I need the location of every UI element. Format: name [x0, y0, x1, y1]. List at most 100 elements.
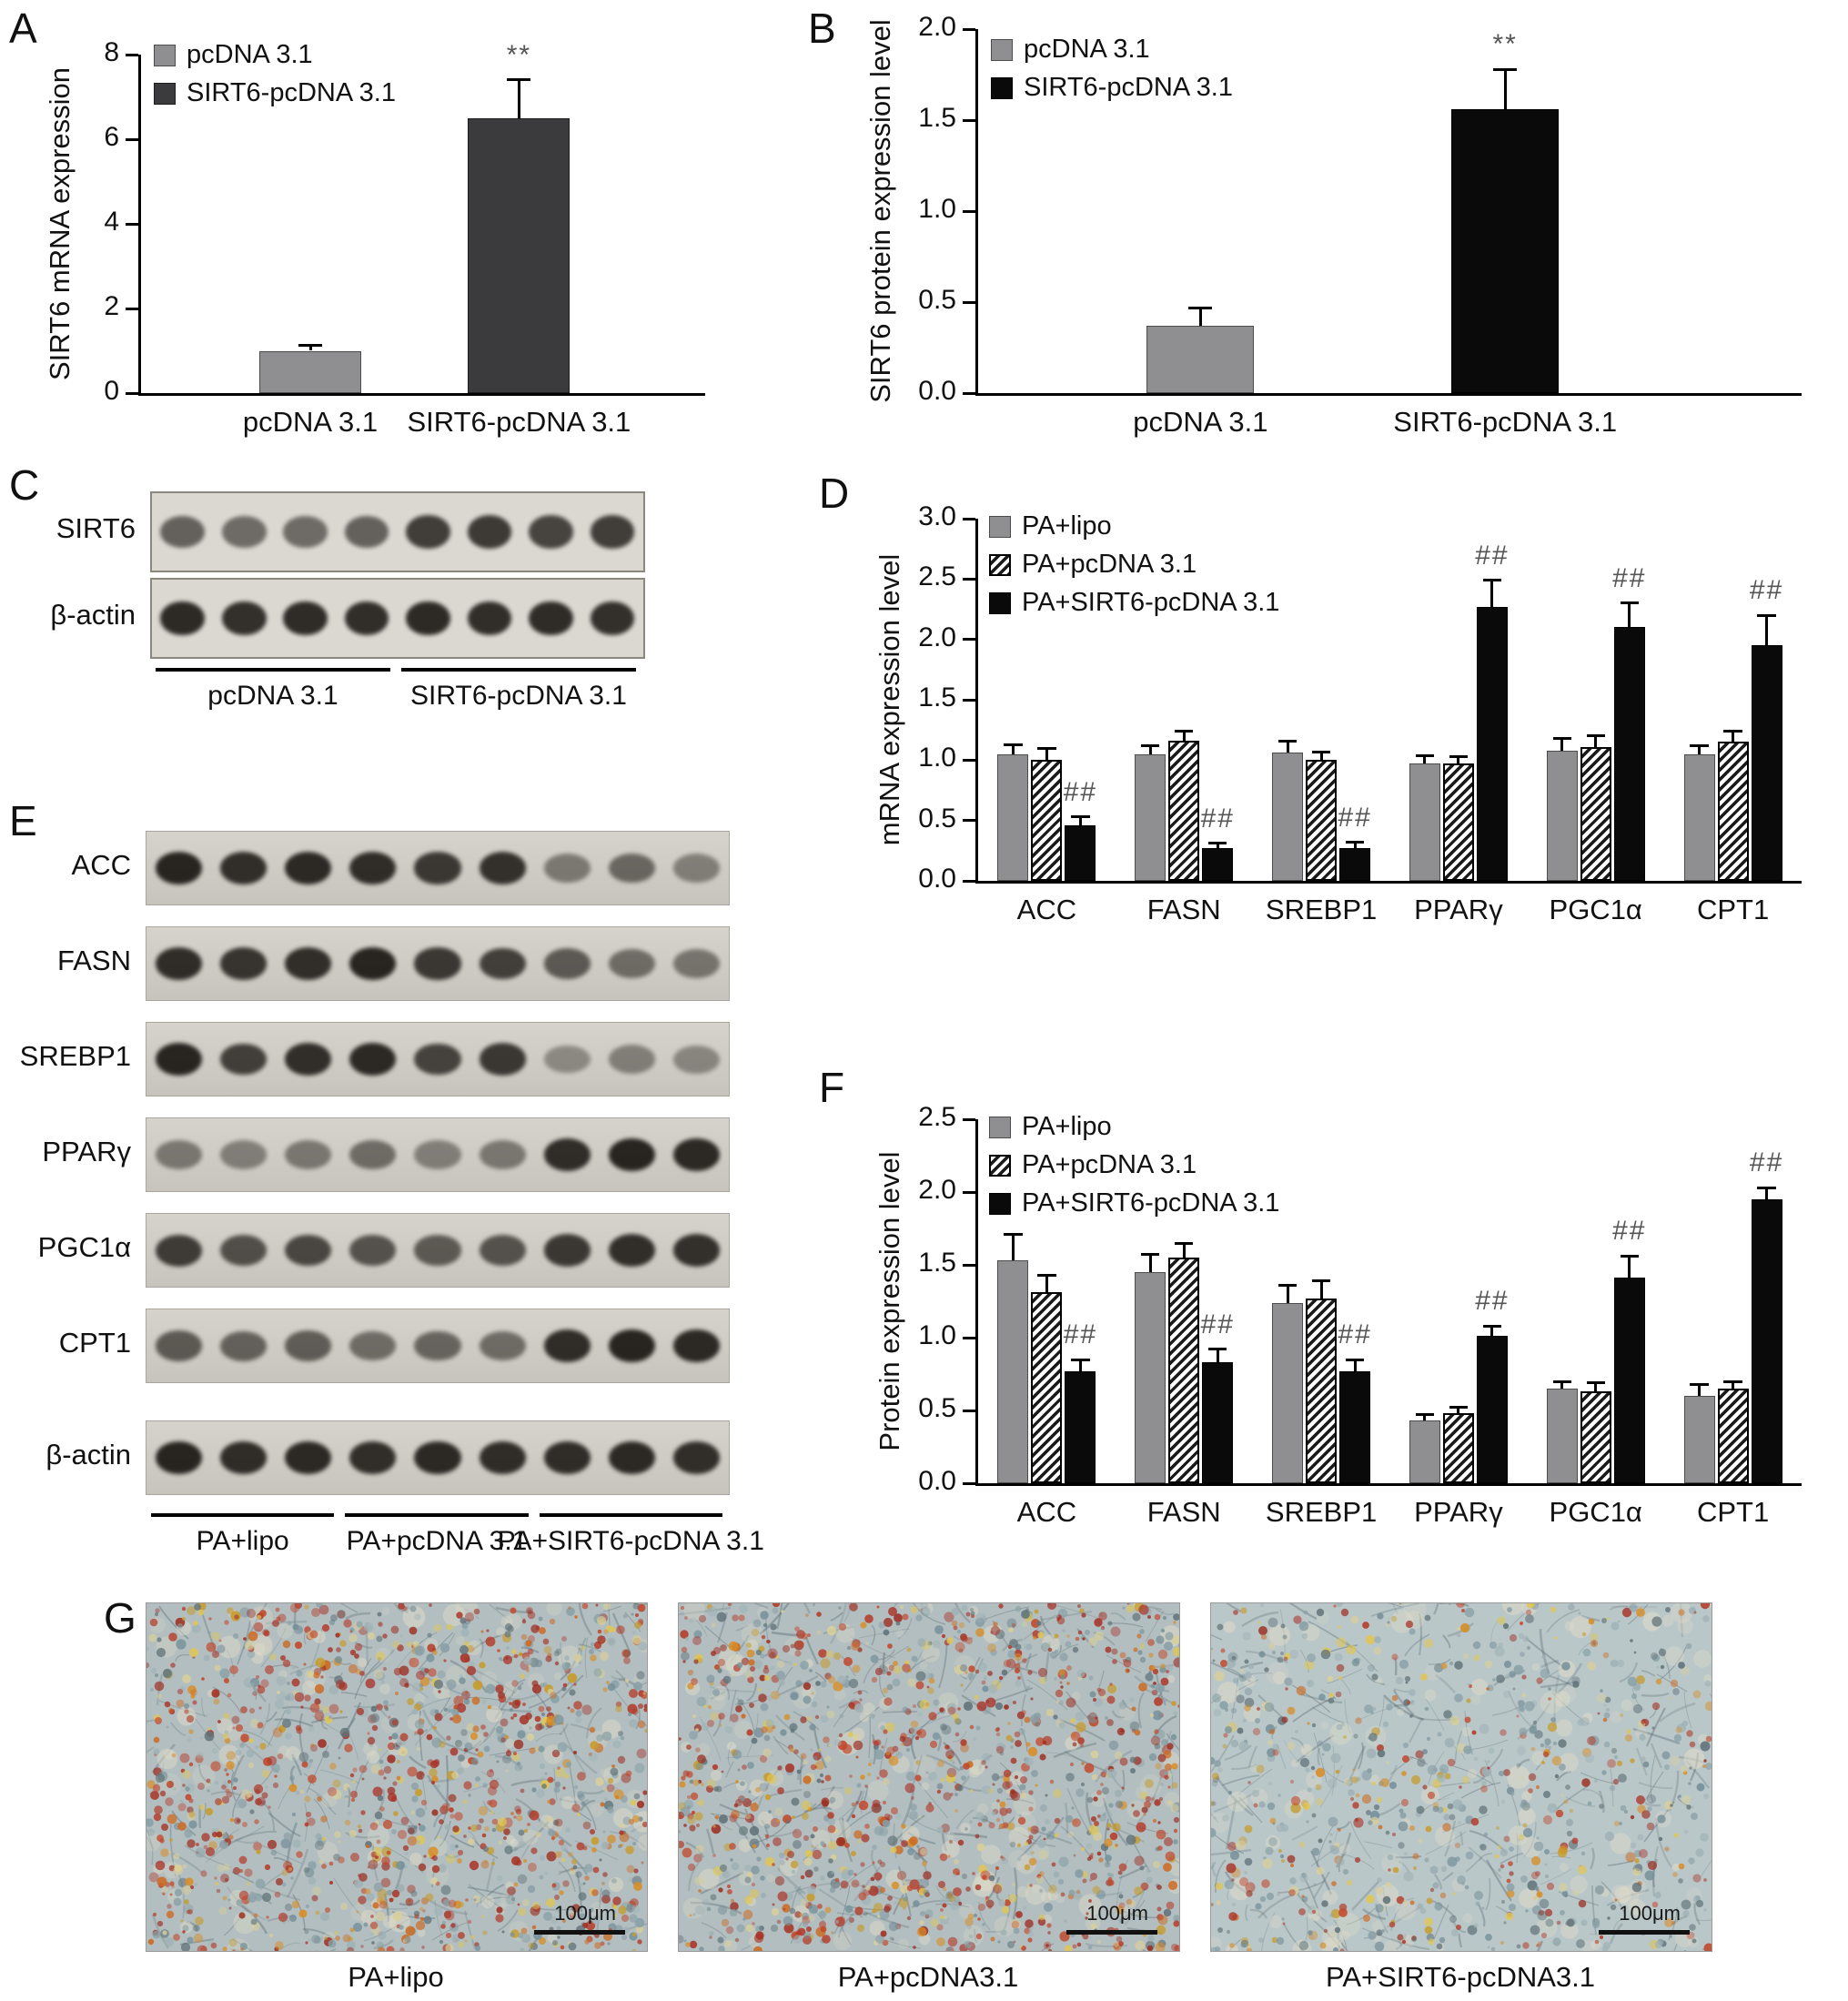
bar [1717, 742, 1749, 881]
blot-strip [146, 1117, 730, 1192]
blot-band [222, 601, 267, 636]
blot-band [479, 1043, 526, 1076]
panel-a: A SIRT6 mRNA expression 0 2 4 6 8 pcDNA 3.1 **… [0, 0, 755, 460]
y-tick-label: 2.0 [918, 622, 956, 652]
blot-band [156, 1140, 203, 1169]
error-bar-cap [1690, 743, 1709, 747]
blot-band [349, 1235, 397, 1266]
y-tick [126, 53, 138, 56]
panel-b-letter: B [808, 5, 836, 52]
blot-strip [146, 926, 730, 1001]
group-underline [345, 1513, 529, 1517]
panel-c: C SIRT6 β-actin pcDNA 3.1 SIRT6-pcDNA 3.1 [0, 461, 819, 801]
bar [1168, 741, 1200, 881]
blot-band [543, 1441, 591, 1474]
legend-swatch [154, 44, 176, 66]
blot-band [406, 601, 450, 636]
bar [1272, 1302, 1304, 1483]
legend-swatch [989, 553, 1011, 576]
y-tick [963, 209, 975, 213]
x-category-label: PGC1α [1549, 894, 1642, 925]
legend-swatch [989, 1116, 1011, 1138]
error-bar [1286, 741, 1289, 753]
blot-band [529, 601, 573, 636]
blot-band [222, 516, 267, 548]
microscopy-strip: 100μm PA+lipo 100μm PA+pcDNA3.1 100μm PA+SIRT… [0, 1588, 1848, 2001]
blot-band [672, 1138, 720, 1171]
blot-target-label: PGC1α [37, 1231, 131, 1263]
blot-band [349, 946, 397, 981]
y-tick-label: 1.5 [918, 682, 956, 712]
scale-bar [1599, 1930, 1690, 1935]
significance-annotation: ## [1338, 1319, 1372, 1349]
blot-band [283, 601, 328, 636]
error-bar-cap [507, 78, 531, 82]
y-tick-label: 2.0 [918, 12, 956, 42]
error-bar-cap [1311, 1279, 1331, 1283]
panel-d-letter: D [819, 470, 850, 517]
blot-band [672, 854, 720, 883]
error-bar [1319, 752, 1323, 761]
bar [1031, 1292, 1063, 1483]
legend-swatch [989, 515, 1011, 538]
x-category-label: SIRT6-pcDNA 3.1 [1393, 406, 1618, 438]
blot-band [672, 1329, 720, 1362]
y-tick [963, 300, 975, 304]
y-tick-label: 0.5 [918, 803, 956, 834]
microscopy-image [146, 1603, 647, 1951]
bar [1580, 746, 1611, 881]
x-category-label: SREBP1 [1265, 894, 1378, 925]
x-category-label: CPT1 [1696, 894, 1770, 925]
scale-bar [1066, 1930, 1157, 1935]
blot-band [414, 1235, 461, 1266]
y-tick-label: 1.0 [918, 194, 956, 224]
significance-annotation: ## [1612, 1216, 1647, 1247]
legend-swatch [989, 591, 1011, 614]
bar [1339, 1370, 1371, 1483]
blot-target-label: SIRT6 [56, 511, 136, 544]
panel-f: F Protein expression level 0.0 0.5 1.0 1.5 2… [783, 1046, 1848, 1556]
blot-band [608, 1234, 655, 1267]
blot-band [220, 1235, 268, 1266]
y-tick [963, 1263, 975, 1267]
blot-band [467, 601, 512, 636]
error-bar [1732, 1381, 1735, 1389]
blot-band [285, 852, 332, 884]
legend-entry: PA+lipo [989, 511, 1279, 541]
bar [1476, 1336, 1508, 1483]
y-tick [963, 758, 975, 762]
error-bar [308, 345, 312, 351]
bar [1135, 1272, 1166, 1483]
blot-band [406, 515, 450, 549]
x-category-label: CPT1 [1696, 1496, 1770, 1528]
error-bar-cap [1208, 842, 1227, 845]
error-bar [1698, 1384, 1702, 1396]
y-tick [126, 222, 138, 226]
panel-b-bar-chart: 0.0 0.5 1.0 1.5 2.0 pcDNA 3.1 ** SIRT6-pcDNA 3.… [918, 12, 1802, 438]
error-bar-cap [1723, 730, 1742, 733]
bar [1613, 627, 1645, 881]
panel-d-bar-chart: 0.0 0.5 1.0 1.5 2.0 2.5 3.0 ## ## ## ## ## ## ACC FASN… [918, 501, 1802, 925]
error-bar [1319, 1280, 1323, 1299]
blot-band [220, 1441, 268, 1474]
panel-e-western-blot: ACC FASN SREBP1 PPARγ PGC1α CPT1 β-actin PA+lip… [0, 805, 819, 1588]
error-bar-cap [1208, 1348, 1227, 1351]
legend-label: SIRT6-pcDNA 3.1 [187, 78, 396, 107]
error-bar [1011, 744, 1015, 754]
blot-band [285, 1043, 332, 1076]
blot-strip [146, 1213, 730, 1288]
x-category-label: PPARγ [1414, 1496, 1503, 1528]
panel-e: E ACC FASN SREBP1 PPARγ PGC1α CPT1 β-actin PA+l… [0, 797, 819, 1588]
significance-annotation: ## [1200, 1309, 1235, 1339]
blot-band [414, 1140, 461, 1169]
blot-band [543, 1138, 591, 1171]
error-bar-cap [1415, 753, 1435, 757]
bar [1546, 750, 1578, 881]
legend-swatch [989, 1154, 1011, 1177]
bar [1546, 1389, 1578, 1483]
y-tick [963, 1336, 975, 1339]
bar [1683, 753, 1715, 881]
error-bar [1490, 1326, 1494, 1337]
bar [997, 753, 1029, 881]
blot-band [479, 1330, 526, 1361]
